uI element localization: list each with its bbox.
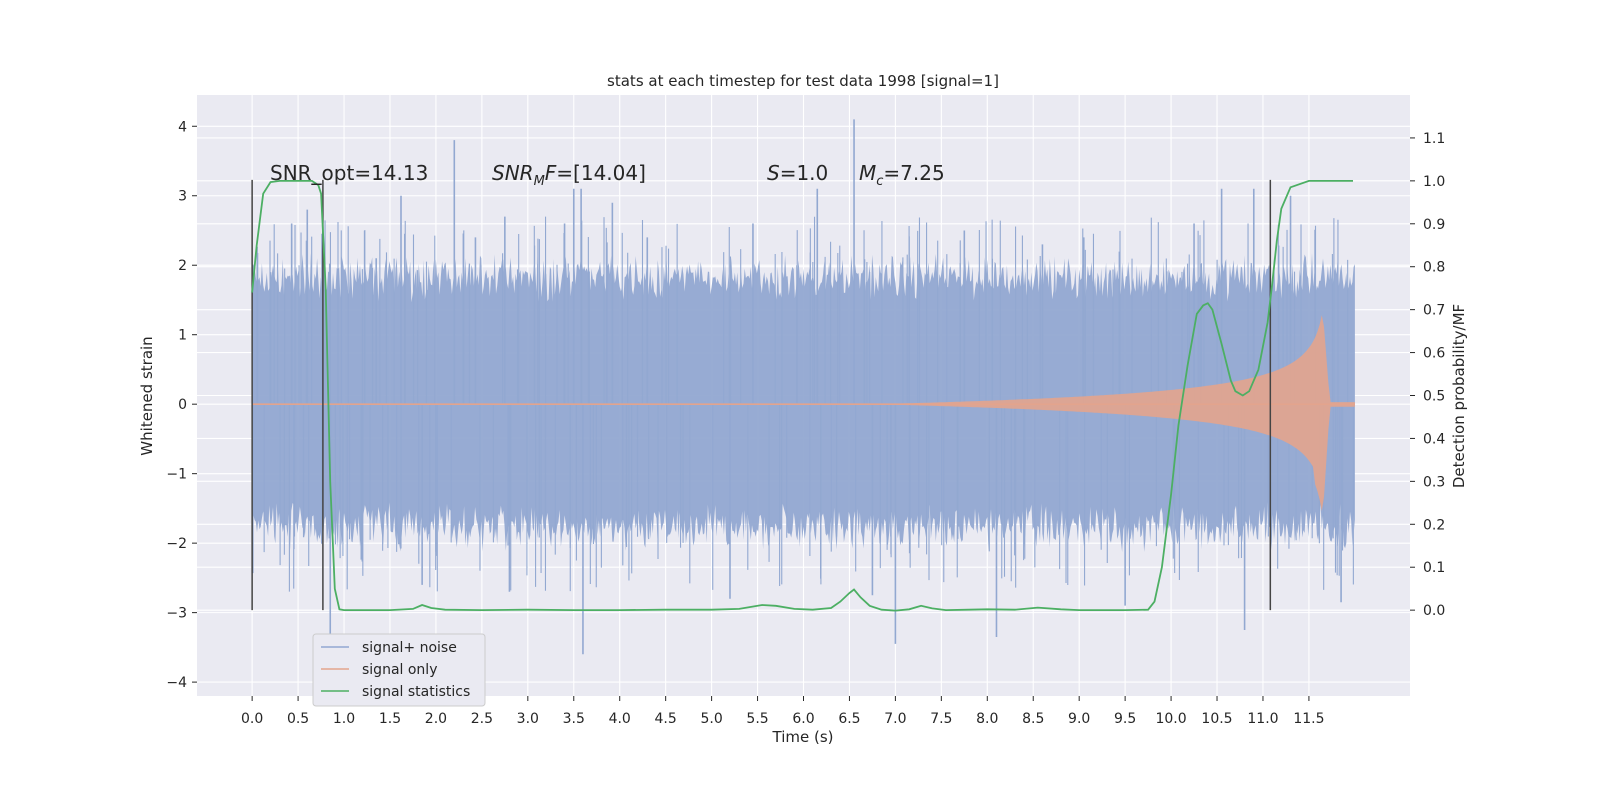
y-right-tick-label-1-0: 1.0 xyxy=(1423,174,1445,190)
x-tick-label-4-0: 4.0 xyxy=(609,711,631,727)
annotation-snr-mf: SNRMF=[14.04] xyxy=(492,161,646,189)
x-tick-label-1-0: 1.0 xyxy=(333,711,355,727)
y-left-tick-label-4: 4 xyxy=(178,119,187,135)
legend-box xyxy=(312,633,486,707)
annotations: SNR_opt=14.13 SNRMF=[14.04] S=1.0 Mc=7.2… xyxy=(270,161,945,189)
series-signal-only xyxy=(252,315,1355,511)
y-axis-left-ticks: 4 3 2 1 0 −1 −2 −3 −4 xyxy=(166,119,197,691)
y-right-tick-label-0-0: 0.0 xyxy=(1423,603,1445,619)
x-tick-label-3-5: 3.5 xyxy=(563,711,585,727)
y-right-tick-label-0-6: 0.6 xyxy=(1423,346,1445,362)
y-right-tick-label-0-8: 0.8 xyxy=(1423,260,1445,276)
x-tick-label-7-0: 7.0 xyxy=(884,711,906,727)
series-signal-statistics xyxy=(251,180,1353,612)
annotation-s: S=1.0 xyxy=(767,161,828,185)
y-right-tick-label-0-9: 0.9 xyxy=(1423,217,1445,233)
series-signal-noise-envelope xyxy=(252,253,1355,552)
y-axis-right-ticks: 1.1 1.0 0.9 0.8 0.7 0.6 0.5 0.4 0.3 0.2 0.1 0.0 xyxy=(1410,131,1445,619)
x-tick-label-11-0: 11.0 xyxy=(1247,711,1278,727)
x-tick-label-5-0: 5.0 xyxy=(700,711,722,727)
y-axis-right-label: Detection probability/MF xyxy=(1450,304,1468,488)
x-tick-label-3-0: 3.0 xyxy=(517,711,539,727)
y-left-tick-label-minus-3: −3 xyxy=(166,606,187,622)
x-tick-label-8-5: 8.5 xyxy=(1022,711,1044,727)
x-tick-label-0-5: 0.5 xyxy=(287,711,309,727)
x-tick-label-11-5: 11.5 xyxy=(1293,711,1324,727)
x-tick-label-0-0: 0.0 xyxy=(241,711,263,727)
y-left-tick-label-3: 3 xyxy=(178,189,187,205)
x-tick-label-7-5: 7.5 xyxy=(930,711,952,727)
legend-label-signal-only: signal only xyxy=(362,662,437,678)
x-tick-label-5-5: 5.5 xyxy=(746,711,768,727)
vertical-markers xyxy=(251,179,1272,611)
y-left-tick-label-2: 2 xyxy=(178,258,187,274)
x-tick-label-2-5: 2.5 xyxy=(471,711,493,727)
series-signal-noise-spikes xyxy=(252,119,1354,655)
x-tick-label-10-0: 10.0 xyxy=(1155,711,1186,727)
x-tick-label-9-0: 9.0 xyxy=(1068,711,1090,727)
legend: signal+ noise signal only signal statist… xyxy=(312,633,486,707)
x-axis-ticks: 0.0 0.5 1.0 1.5 2.0 2.5 3.0 3.5 4.0 4.5 5.0 5.5 6.0 6… xyxy=(241,696,1325,727)
legend-label-signal-noise: signal+ noise xyxy=(362,640,457,656)
x-tick-label-6-5: 6.5 xyxy=(838,711,860,727)
y-right-tick-label-0-5: 0.5 xyxy=(1423,389,1445,405)
x-tick-label-8-0: 8.0 xyxy=(976,711,998,727)
plot-series xyxy=(251,119,1355,655)
x-tick-label-6-0: 6.0 xyxy=(792,711,814,727)
x-tick-label-10-5: 10.5 xyxy=(1201,711,1232,727)
y-right-tick-label-1-1: 1.1 xyxy=(1423,131,1445,147)
chart-title: stats at each timestep for test data 199… xyxy=(607,72,999,90)
y-right-tick-label-0-2: 0.2 xyxy=(1423,517,1445,533)
y-right-tick-label-0-1: 0.1 xyxy=(1423,560,1445,576)
legend-label-signal-statistics: signal statistics xyxy=(362,684,470,700)
y-left-tick-label-1: 1 xyxy=(178,328,187,344)
y-right-tick-label-0-7: 0.7 xyxy=(1423,303,1445,319)
x-tick-label-9-5: 9.5 xyxy=(1114,711,1136,727)
x-axis-label: Time (s) xyxy=(772,728,834,746)
x-tick-label-1-5: 1.5 xyxy=(379,711,401,727)
annotation-snr-opt: SNR_opt=14.13 xyxy=(270,161,428,185)
y-axis-left-label: Whitened strain xyxy=(138,336,156,455)
annotation-snr-mf-value: =[14.04] xyxy=(556,161,646,185)
x-tick-label-2-0: 2.0 xyxy=(425,711,447,727)
y-left-tick-label-minus-4: −4 xyxy=(166,675,187,691)
y-right-tick-label-0-4: 0.4 xyxy=(1423,431,1445,447)
y-left-tick-label-minus-2: −2 xyxy=(166,536,187,552)
y-left-tick-label-0: 0 xyxy=(178,397,187,413)
y-right-tick-label-0-3: 0.3 xyxy=(1423,474,1445,490)
annotation-mc: Mc=7.25 xyxy=(859,161,945,189)
y-left-tick-label-minus-1: −1 xyxy=(166,467,187,483)
x-tick-label-4-5: 4.5 xyxy=(655,711,677,727)
